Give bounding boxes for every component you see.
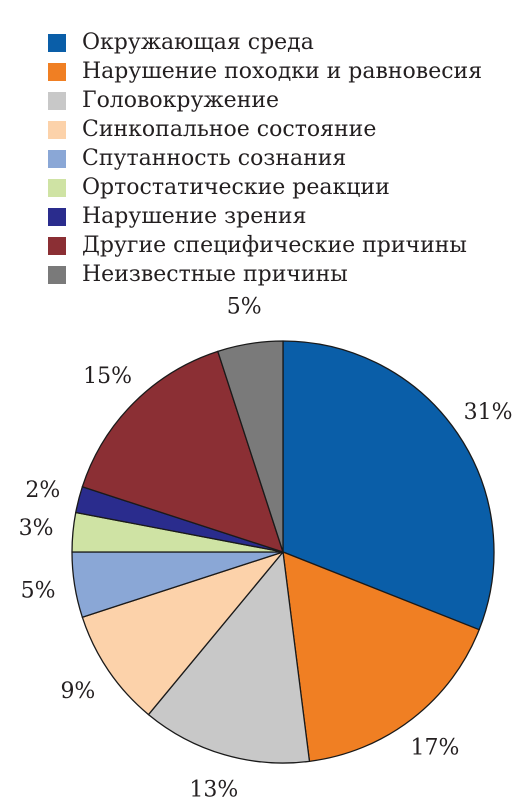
legend-swatch <box>48 149 66 168</box>
legend-swatch <box>48 207 66 226</box>
legend-item: Синкопальное состояние <box>48 115 482 144</box>
pie-slice <box>282 551 480 762</box>
legend-item: Головокружение <box>48 86 482 115</box>
legend-label: Нарушение зрения <box>82 204 307 229</box>
slice-percent-label: 5% <box>21 578 56 603</box>
pie-slice <box>81 551 284 716</box>
legend-item: Ортостатические реакции <box>48 173 482 202</box>
legend-label: Неизвестные причины <box>82 262 348 287</box>
slice-percent-label: 2% <box>25 478 60 503</box>
legend-item: Спутанность сознания <box>48 144 482 173</box>
slice-percent-label: 31% <box>464 400 513 425</box>
legend-item: Окружающая среда <box>48 28 482 57</box>
slice-percent-label: 3% <box>19 516 54 541</box>
legend-swatch <box>48 265 66 284</box>
legend-label: Головокружение <box>82 88 280 113</box>
chart-legend: Окружающая среда Нарушение походки и рав… <box>48 28 482 289</box>
legend-label: Окружающая среда <box>82 30 314 55</box>
slice-percent-label: 5% <box>227 295 262 320</box>
legend-item: Другие специфические причины <box>48 231 482 260</box>
pie-slice <box>282 340 495 631</box>
slice-percent-label: 13% <box>189 778 238 800</box>
legend-swatch <box>48 33 66 52</box>
slice-percent-label: 15% <box>83 364 132 389</box>
legend-label: Другие специфические причины <box>82 233 467 258</box>
pie-slice <box>147 551 311 764</box>
slice-percent-label: 17% <box>411 736 460 761</box>
legend-swatch <box>48 120 66 139</box>
legend-label: Синкопальное состояние <box>82 117 377 142</box>
legend-item: Нарушение зрения <box>48 202 482 231</box>
slice-percent-label: 9% <box>60 679 95 704</box>
legend-label: Ортостатические реакции <box>82 175 390 200</box>
legend-swatch <box>48 91 66 110</box>
legend-item: Неизвестные причины <box>48 260 482 289</box>
legend-item: Нарушение походки и равновесия <box>48 57 482 86</box>
legend-swatch <box>48 178 66 197</box>
pie-slice <box>81 350 284 553</box>
legend-label: Нарушение походки и равновесия <box>82 59 483 84</box>
legend-label: Спутанность сознания <box>82 146 347 171</box>
pie-slice <box>217 340 284 553</box>
legend-swatch <box>48 236 66 255</box>
legend-swatch <box>48 62 66 81</box>
